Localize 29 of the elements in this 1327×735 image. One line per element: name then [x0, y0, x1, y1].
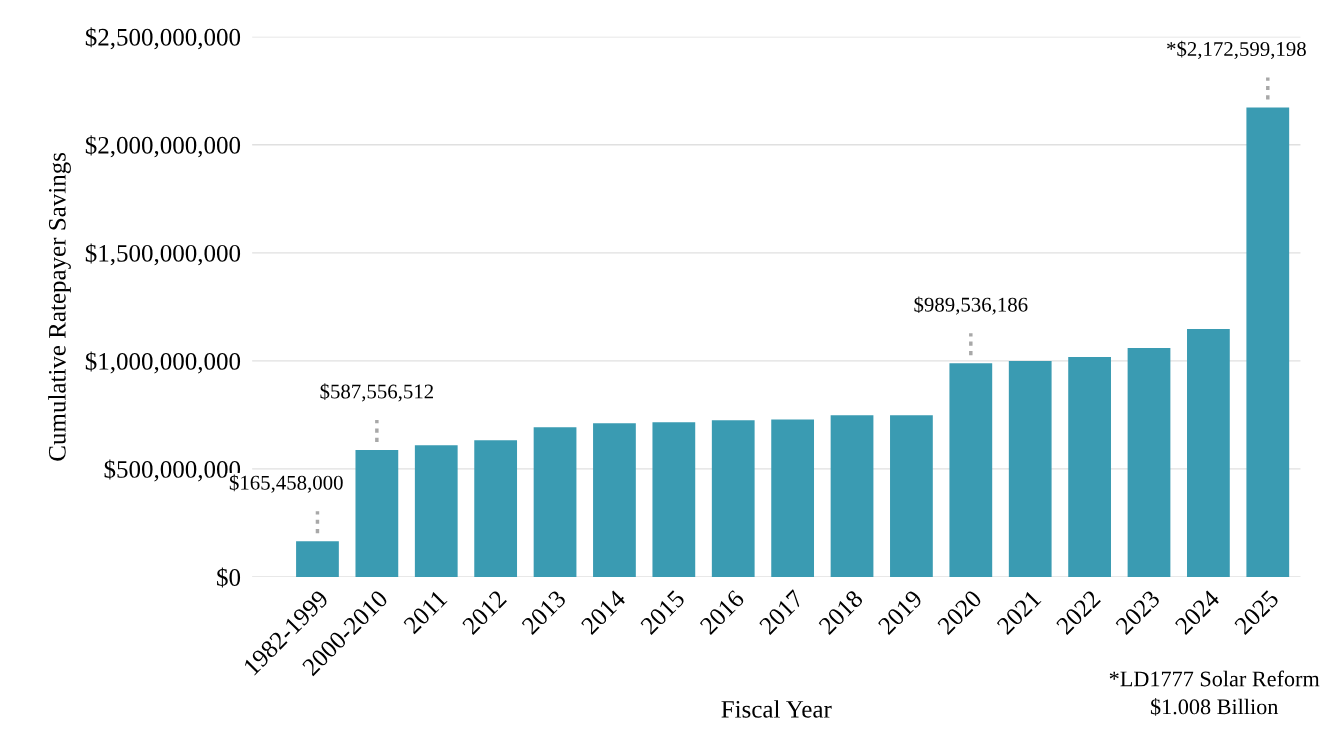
bar	[414, 445, 458, 577]
bar	[474, 440, 518, 577]
y-tick-label: $2,000,000,000	[85, 135, 241, 158]
text: *LD1777 Solar Reform $1.008 Billion	[1109, 670, 1320, 716]
bar	[1008, 360, 1052, 577]
bar	[1127, 347, 1171, 577]
x-tick-label: 2011	[402, 589, 448, 635]
y-axis-title: Cumulative Ratepayer Savings	[48, 152, 71, 461]
x-axis-title: Fiscal Year	[721, 700, 832, 718]
bar	[771, 419, 815, 577]
bar	[652, 422, 696, 577]
y-tick-label: $0	[217, 567, 241, 588]
data-label: *$2,172,599,198	[1167, 40, 1306, 60]
bar	[890, 415, 933, 577]
bar	[949, 363, 993, 577]
bar	[296, 541, 339, 577]
bar	[1187, 329, 1230, 577]
bar	[355, 450, 399, 577]
data-label: $989,536,186	[914, 296, 1028, 315]
bar	[711, 420, 755, 577]
y-tick-label: $1,500,000,000	[85, 243, 241, 266]
bar	[1246, 107, 1290, 577]
bar	[533, 427, 577, 577]
bar	[830, 415, 874, 577]
bar	[1068, 357, 1111, 577]
y-tick-label: $1,000,000,000	[85, 351, 241, 374]
y-tick-label: $2,500,000,000	[85, 27, 241, 50]
data-label: $587,556,512	[320, 383, 433, 402]
bar	[593, 423, 636, 577]
